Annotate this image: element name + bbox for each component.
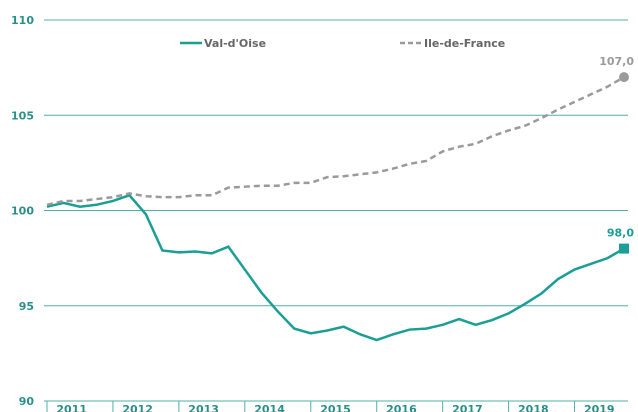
x-tick-label: 2015 bbox=[320, 403, 351, 412]
value-label: 107,0 bbox=[599, 55, 634, 68]
x-tick-label: 2014 bbox=[254, 403, 285, 412]
x-tick-label: 2017 bbox=[452, 403, 483, 412]
line bbox=[46, 76, 625, 207]
x-tick-label: 2013 bbox=[188, 403, 219, 412]
y-tick-label: 90 bbox=[19, 395, 35, 408]
x-tick-label: 2011 bbox=[56, 403, 87, 412]
x-tick-label: 2018 bbox=[518, 403, 549, 412]
legend-label: Ile-de-France bbox=[424, 37, 505, 50]
y-tick-label: 95 bbox=[19, 300, 34, 313]
legend-label: Val-d'Oise bbox=[204, 37, 266, 50]
y-tick-label: 105 bbox=[11, 109, 34, 122]
line bbox=[46, 193, 625, 342]
x-tick-label: 2016 bbox=[386, 403, 417, 412]
value-label: 98,0 bbox=[607, 227, 634, 240]
end-marker bbox=[619, 72, 629, 83]
x-tick-label: 2012 bbox=[122, 403, 153, 412]
end-marker bbox=[619, 243, 629, 254]
x-tick-label: 2019 bbox=[584, 403, 615, 412]
y-tick-label: 100 bbox=[11, 205, 34, 218]
y-tick-label: 110 bbox=[11, 14, 34, 27]
